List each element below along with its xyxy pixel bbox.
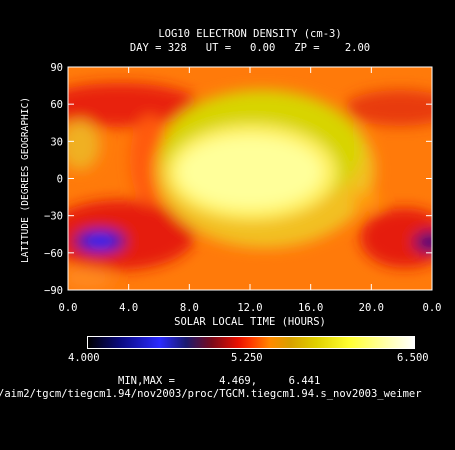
x-axis-label: SOLAR LOCAL TIME (HOURS) — [174, 316, 326, 328]
y-tick-label: 60 — [50, 99, 63, 111]
x-tick-label: 0.0 — [423, 302, 442, 314]
x-tick-label: 16.0 — [298, 302, 323, 314]
y-tick-label: −90 — [44, 285, 63, 297]
chart-subtitle: DAY = 328 UT = 0.00 ZP = 2.00 — [129, 42, 371, 54]
y-axis-label: LATITUDE (DEGREES GEOGRAPHIC) — [20, 97, 31, 263]
min-max-readout: MIN,MAX = 4.469, 6.441 — [118, 375, 321, 387]
x-axis-ticks: 0.0 4.0 8.0 12.0 16.0 20.0 0.0 — [59, 67, 442, 314]
source-path: /aim2/tgcm/tiegcm1.94/nov2003/proc/TGCM.… — [0, 388, 422, 400]
y-tick-label: 90 — [50, 62, 63, 74]
colorbar-max-label: 6.500 — [397, 352, 429, 364]
y-tick-label: 30 — [50, 136, 63, 148]
chart-title: LOG10 ELECTRON DENSITY (cm-3) — [158, 28, 342, 40]
colorbar — [87, 336, 415, 349]
density-field — [68, 67, 432, 290]
colorbar-min-label: 4.000 — [68, 352, 100, 364]
x-tick-label: 4.0 — [119, 302, 138, 314]
y-axis-ticks: −90 −60 −30 0 30 60 90 — [44, 62, 432, 297]
x-tick-label: 0.0 — [59, 302, 78, 314]
x-tick-label: 20.0 — [359, 302, 384, 314]
y-tick-label: −60 — [44, 248, 63, 260]
y-tick-label: 0 — [57, 174, 63, 186]
x-tick-label: 8.0 — [180, 302, 199, 314]
y-tick-label: −30 — [44, 211, 63, 223]
x-tick-label: 12.0 — [237, 302, 262, 314]
colorbar-mid-label: 5.250 — [231, 352, 263, 364]
heatmap-plot: 0.0 4.0 8.0 12.0 16.0 20.0 0.0 −90 −60 −30 0 30 60 9… — [20, 62, 442, 328]
